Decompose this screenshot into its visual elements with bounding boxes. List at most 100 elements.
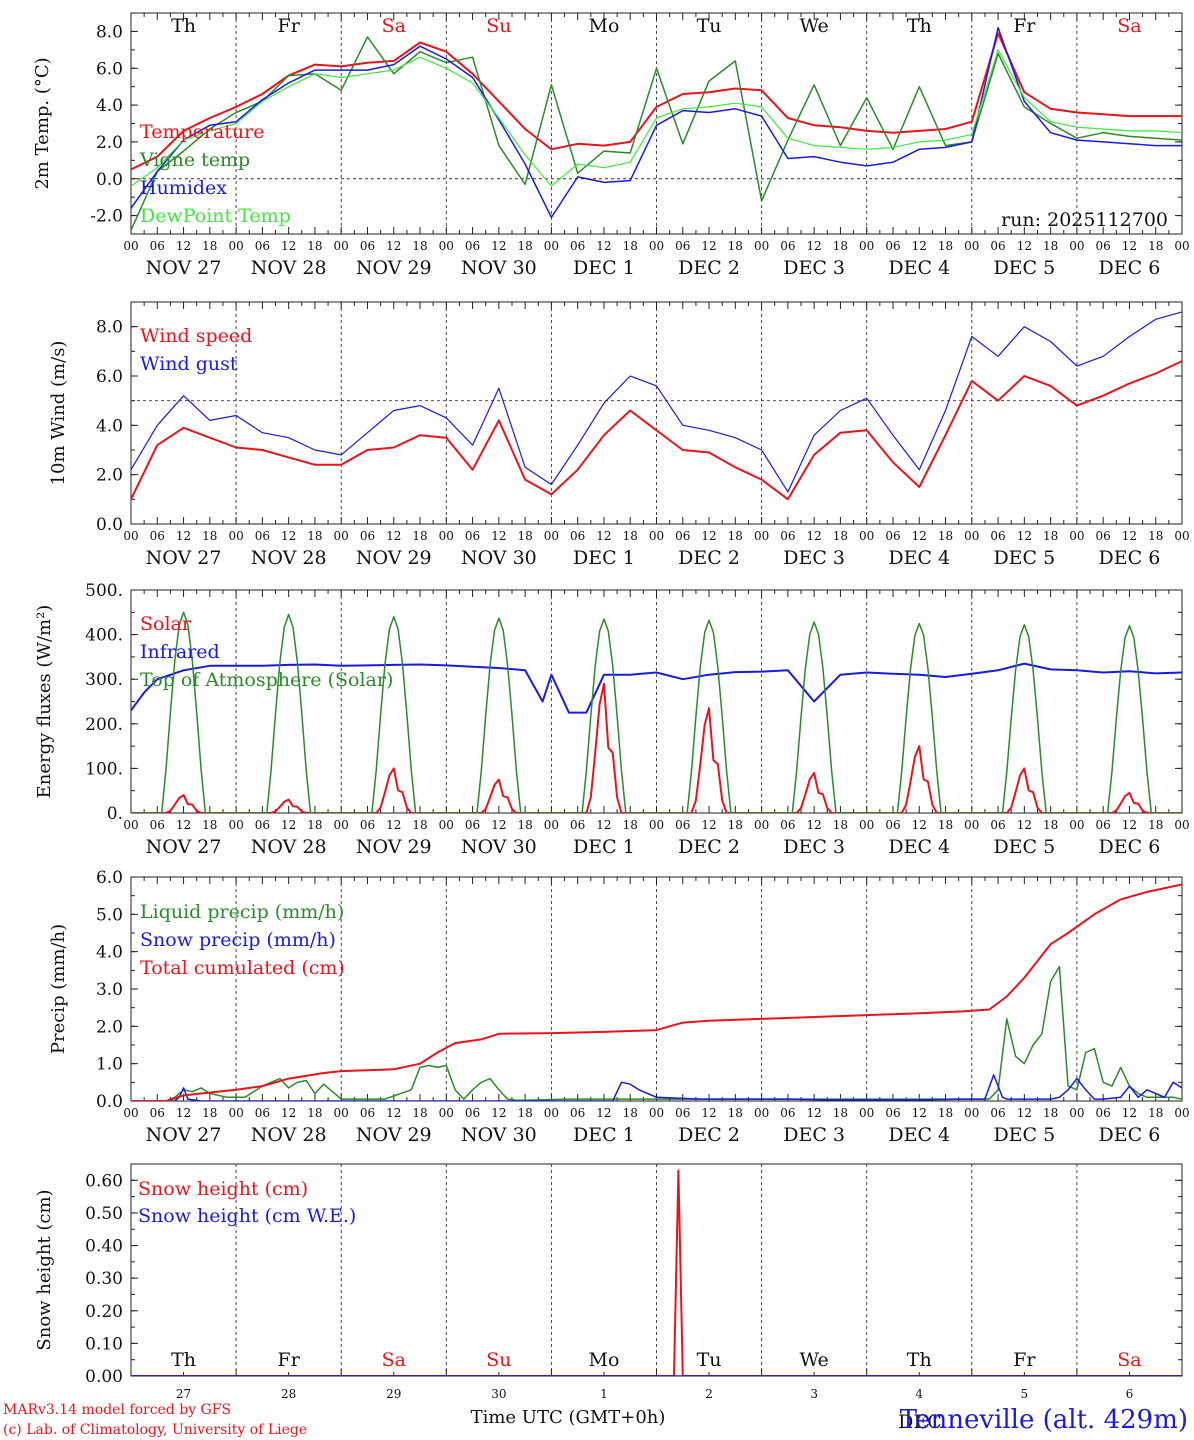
month-label: DEC xyxy=(898,1411,942,1433)
hour-tick-label: 12 xyxy=(1122,818,1137,832)
y-tick-label: 4.0 xyxy=(96,416,123,436)
hour-tick-label: 00 xyxy=(1174,529,1189,543)
legend-entry: Snow height (cm W.E.) xyxy=(138,1205,356,1227)
hour-tick-label: 12 xyxy=(912,529,927,543)
y-tick-label: 1.0 xyxy=(96,1055,123,1075)
hour-tick-label: 12 xyxy=(596,1106,611,1120)
y-tick-label: 5.0 xyxy=(96,905,123,925)
hour-tick-label: 18 xyxy=(728,1106,743,1120)
weekday-label: Fr xyxy=(278,1349,301,1371)
hour-tick-label: 18 xyxy=(1043,239,1058,253)
hour-tick-label: 12 xyxy=(176,529,191,543)
hour-tick-label: 12 xyxy=(701,818,716,832)
hour-tick-label: 12 xyxy=(386,239,401,253)
hour-tick-label: 06 xyxy=(360,818,375,832)
hour-tick-label: 00 xyxy=(544,1106,559,1120)
date-label: DEC 4 xyxy=(888,1124,950,1146)
series-line-infrared xyxy=(131,662,1182,714)
hour-tick-label: 18 xyxy=(307,239,322,253)
hour-tick-label: 18 xyxy=(938,1106,953,1120)
hour-tick-label: 18 xyxy=(412,1106,427,1120)
hour-tick-label: 12 xyxy=(386,818,401,832)
hour-tick-label: 00 xyxy=(228,529,243,543)
hour-tick-label: 00 xyxy=(964,239,979,253)
y-tick-label: 500. xyxy=(85,581,123,601)
y-tick-label: 2.0 xyxy=(96,1017,123,1037)
hour-tick-label: 00 xyxy=(649,529,664,543)
hour-tick-label: 06 xyxy=(780,239,795,253)
series-line-snow-precip-mm-h- xyxy=(131,1074,1182,1101)
hour-tick-label: 06 xyxy=(990,818,1005,832)
hour-tick-label: 12 xyxy=(1122,529,1137,543)
series-line-wind-speed xyxy=(131,360,1182,501)
date-label: DEC 4 xyxy=(888,836,950,858)
date-label: DEC 6 xyxy=(1099,257,1161,279)
hour-tick-label: 18 xyxy=(728,529,743,543)
date-label: NOV 27 xyxy=(146,836,222,858)
weekday-label: Sa xyxy=(382,15,406,37)
date-label: NOV 30 xyxy=(461,836,537,858)
hour-tick-label: 06 xyxy=(570,239,585,253)
hour-tick-label: 00 xyxy=(439,818,454,832)
weekday-label: Th xyxy=(171,15,196,37)
panel-5: 27 28 29 30 1 2 3 4 5 6 0.00 0.10 0.20 0.30 0.40 0.50 0.… xyxy=(34,1163,1183,1401)
hour-tick-label: 06 xyxy=(885,818,900,832)
date-label: DEC 2 xyxy=(678,836,740,858)
date-label: NOV 30 xyxy=(461,547,537,569)
hour-tick-label: 00 xyxy=(649,818,664,832)
hour-tick-label: 12 xyxy=(807,1106,822,1120)
hour-tick-label: 00 xyxy=(334,529,349,543)
hour-tick-label: 12 xyxy=(176,818,191,832)
hour-tick-label: 12 xyxy=(701,239,716,253)
hour-tick-label: 00 xyxy=(1069,529,1084,543)
hour-tick-label: 00 xyxy=(964,529,979,543)
hour-tick-label: 12 xyxy=(596,239,611,253)
hour-tick-label: 06 xyxy=(990,239,1005,253)
hour-tick-label: 12 xyxy=(386,1106,401,1120)
date-label: NOV 30 xyxy=(461,257,537,279)
y-tick-label: 3.0 xyxy=(96,980,123,1000)
lab-credit: (c) Lab. of Climatology, University of L… xyxy=(3,1422,307,1438)
hour-tick-label: 18 xyxy=(517,239,532,253)
hour-tick-label: 12 xyxy=(596,818,611,832)
hour-tick-label: 00 xyxy=(754,818,769,832)
series-line-dewpoint-temp xyxy=(131,49,1182,187)
day-number-label: 30 xyxy=(491,1387,506,1401)
hour-tick-label: 00 xyxy=(859,239,874,253)
hour-tick-label: 00 xyxy=(123,239,138,253)
weekday-label: Fr xyxy=(1013,1349,1036,1371)
hour-tick-label: 18 xyxy=(938,818,953,832)
hour-tick-label: 12 xyxy=(1122,239,1137,253)
hour-tick-label: 06 xyxy=(885,239,900,253)
hour-tick-label: 00 xyxy=(544,529,559,543)
hour-tick-label: 00 xyxy=(754,239,769,253)
date-label: DEC 5 xyxy=(993,547,1055,569)
hour-tick-label: 12 xyxy=(281,1106,296,1120)
series-line-liquid-precip-mm-h- xyxy=(131,965,1182,1101)
date-label: NOV 27 xyxy=(146,547,222,569)
hour-tick-label: 06 xyxy=(465,1106,480,1120)
hour-tick-label: 12 xyxy=(176,239,191,253)
y-tick-label: 6.0 xyxy=(96,868,123,888)
hour-tick-label: 12 xyxy=(281,239,296,253)
hour-tick-label: 00 xyxy=(439,1106,454,1120)
hour-tick-label: 00 xyxy=(439,239,454,253)
day-number-label: 2 xyxy=(705,1387,713,1401)
hour-tick-label: 06 xyxy=(1096,239,1111,253)
date-label: DEC 5 xyxy=(993,1124,1055,1146)
hour-tick-label: 12 xyxy=(912,1106,927,1120)
panel-3: 00 06 12 18 00 06 12 18 00 06 12 18 00 06 12 18 00 06 12 18… xyxy=(34,581,1190,858)
series-line-total-cumulated-cm- xyxy=(131,883,1182,1101)
series-group xyxy=(131,611,1182,813)
hour-tick-label: 12 xyxy=(1017,239,1032,253)
hour-tick-label: 00 xyxy=(123,529,138,543)
hour-tick-label: 00 xyxy=(859,818,874,832)
weekday-label: Tu xyxy=(697,15,722,37)
legend-entry: DewPoint Temp xyxy=(140,205,291,227)
y-tick-label: 6.0 xyxy=(96,59,123,79)
legend-entry: Vigne temp xyxy=(139,149,250,171)
series-line-solar xyxy=(131,682,1182,813)
date-label: NOV 28 xyxy=(251,257,327,279)
date-label: DEC 1 xyxy=(573,547,635,569)
date-label: DEC 6 xyxy=(1099,836,1161,858)
